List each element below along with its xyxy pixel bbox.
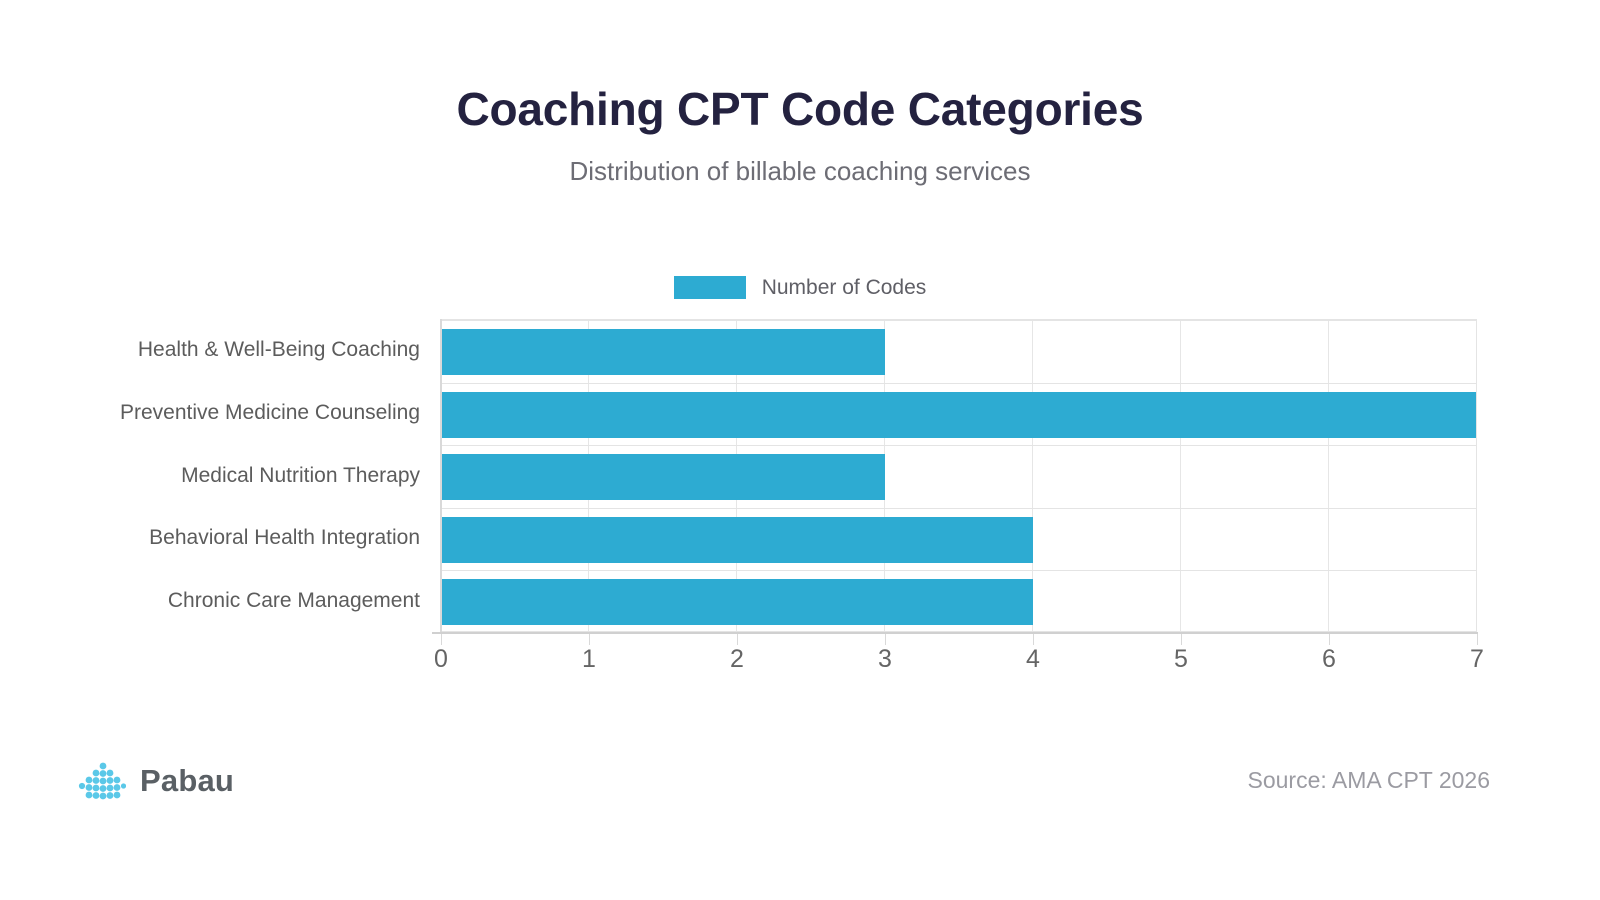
- x-tick-mark: [885, 634, 886, 645]
- x-tick-mark: [589, 634, 590, 645]
- bar-row: [441, 320, 1476, 383]
- x-tick-label: 4: [1026, 645, 1040, 673]
- page-title: Coaching CPT Code Categories: [456, 83, 1144, 135]
- y-gridline: [441, 445, 1476, 446]
- x-gridline: [1328, 320, 1329, 631]
- bar-row: [441, 445, 1476, 508]
- bar[interactable]: [441, 328, 885, 375]
- legend-entry[interactable]: Number of Codes: [673, 276, 927, 299]
- y-axis-category-label: Health & Well-Being Coaching: [137, 338, 420, 362]
- x-tick-mark: [737, 634, 738, 645]
- bar-row: [441, 383, 1476, 446]
- x-gridline: [1180, 320, 1181, 631]
- x-gridline: [1032, 320, 1033, 631]
- y-axis-category-label: Preventive Medicine Counseling: [120, 400, 420, 424]
- pabau-dots-icon: [78, 762, 126, 800]
- x-axis-line: [432, 632, 1478, 634]
- bar-row: [441, 570, 1476, 631]
- x-tick-label: 6: [1322, 645, 1336, 673]
- legend-color-swatch: [673, 276, 746, 299]
- y-axis-category-label: Chronic Care Management: [167, 588, 420, 612]
- y-gridline: [441, 570, 1476, 571]
- x-tick-label: 7: [1470, 645, 1484, 673]
- bar[interactable]: [441, 391, 1476, 438]
- x-tick-label: 1: [582, 645, 596, 673]
- y-axis-category-labels: Health & Well-Being Coaching Preventive M…: [0, 319, 420, 632]
- x-tick-mark: [1181, 634, 1182, 645]
- y-axis-category-label: Medical Nutrition Therapy: [181, 463, 420, 487]
- plot-area: [441, 319, 1477, 632]
- chart-footer: Pabau Source: AMA CPT 2026: [0, 745, 1600, 815]
- brand-logo: Pabau: [78, 745, 234, 815]
- x-gridline: [1476, 320, 1477, 631]
- x-tick-mark: [1477, 634, 1478, 645]
- x-tick-label: 5: [1174, 645, 1188, 673]
- chart-header: Coaching CPT Code Categories Distributio…: [0, 0, 1600, 185]
- legend-label: Number of Codes: [761, 276, 927, 299]
- x-tick-label: 3: [878, 645, 892, 673]
- chart-plot-region: 0 1 2 3 4 5 6 7: [432, 319, 1484, 672]
- y-axis-line: [440, 319, 442, 632]
- bar[interactable]: [441, 453, 885, 500]
- y-gridline: [441, 508, 1476, 509]
- bar[interactable]: [441, 516, 1033, 563]
- brand-wordmark: Pabau: [140, 762, 235, 798]
- y-gridline: [441, 320, 1476, 321]
- y-gridline: [441, 383, 1476, 384]
- x-tick-mark: [441, 634, 442, 645]
- x-tick-mark: [1329, 634, 1330, 645]
- chart-legend: Number of Codes: [0, 276, 1600, 299]
- y-axis-category-label: Behavioral Health Integration: [149, 526, 420, 550]
- x-tick-label: 2: [730, 645, 744, 673]
- source-note: Source: AMA CPT 2026: [1247, 766, 1491, 793]
- chart-subtitle: Distribution of billable coaching servic…: [569, 155, 1031, 186]
- bar[interactable]: [441, 578, 1033, 625]
- x-tick-mark: [1033, 634, 1034, 645]
- bar-row: [441, 508, 1476, 571]
- x-tick-label: 0: [434, 645, 448, 673]
